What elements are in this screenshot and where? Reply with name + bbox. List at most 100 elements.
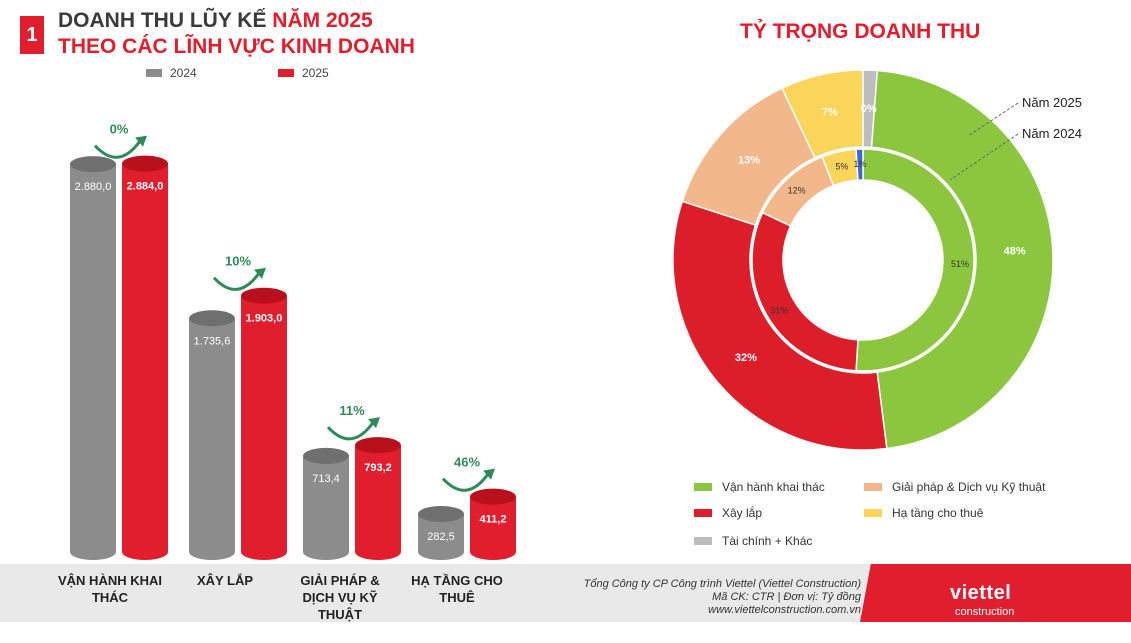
brand-logo-subtext: construction xyxy=(955,606,1015,618)
bar-cap-2025-1 xyxy=(241,287,287,304)
growth-arrow-2 xyxy=(326,420,376,441)
legend-item-2024: 2024 xyxy=(146,66,197,80)
donut-slice-0-3 xyxy=(781,69,864,159)
donut-slice-1-0 xyxy=(855,148,975,372)
data-label-2024-3: 282,5 xyxy=(427,531,455,543)
data-label-2024-0: 2.880,0 xyxy=(75,181,112,193)
donut-label-1-3: 5% xyxy=(835,161,848,171)
legend-swatch-grey xyxy=(694,537,712,545)
legend-label-van-hanh: Vận hành khai thác xyxy=(722,480,825,494)
growth-arrowhead-0 xyxy=(135,135,147,147)
growth-arrow-0 xyxy=(93,138,143,159)
donut-label-0-2: 13% xyxy=(738,154,760,166)
growth-arrowhead-2 xyxy=(368,417,380,429)
bar-cap-2024-1 xyxy=(189,310,235,327)
donut-label-1-4: 1% xyxy=(853,159,866,169)
bar-2025-1 xyxy=(241,295,287,552)
legend-giai-phap: Giải pháp & Dịch vụ Kỹ thuật xyxy=(864,480,1045,494)
category-label-xay-lap: XÂY LẮP xyxy=(196,573,254,588)
data-label-2024-2: 713,4 xyxy=(312,473,340,485)
donut-slice-0-1 xyxy=(672,200,888,451)
bar-cap-2024-2 xyxy=(303,447,349,464)
bar-cap-2025-2 xyxy=(355,437,401,454)
growth-arrow-1 xyxy=(212,270,262,291)
title-line1-red: NĂM 2025 xyxy=(272,9,373,32)
bar-chart: 2.880,0 2.884,0 0% 1.735,6 1.903,0 10% 713,4 79… xyxy=(70,122,516,560)
bar-base-2025-1 xyxy=(241,544,287,560)
title-line1-dark: DOANH THU LŨY KẾ xyxy=(58,9,273,32)
growth-label-2: 11% xyxy=(339,403,365,418)
bar-base-2025-0 xyxy=(122,544,168,560)
donut-label-0-0: 48% xyxy=(1004,245,1026,257)
section-number-badge: 1 xyxy=(20,16,44,54)
bar-cap-2025-3 xyxy=(470,488,516,505)
legend-label-2025: 2025 xyxy=(302,66,329,80)
bar-2024-1 xyxy=(189,318,235,552)
legend-swatch-orange xyxy=(864,483,882,491)
title-line2: THEO CÁC LĨNH VỰC KINH DOANH xyxy=(58,35,415,58)
bar-base-2024-2 xyxy=(303,544,349,560)
growth-label-1: 10% xyxy=(225,254,251,269)
legend-swatch-red xyxy=(694,509,712,517)
legend-van-hanh: Vận hành khai thác xyxy=(694,480,825,494)
bar-cap-2024-0 xyxy=(70,156,116,173)
bar-2025-0 xyxy=(122,163,168,552)
brand-logo-text: viettel xyxy=(950,582,1012,604)
bar-base-2025-3 xyxy=(470,544,516,560)
bar-base-2025-2 xyxy=(355,544,401,560)
page-title: DOANH THU LŨY KẾ NĂM 2025 THEO CÁC LĨNH … xyxy=(58,8,415,60)
footer-company-info: Tổng Công ty CP Công trình Viettel (Viet… xyxy=(584,578,861,617)
data-label-2025-3: 411,2 xyxy=(480,514,507,526)
callout-year-2025: Năm 2025 xyxy=(1022,95,1082,110)
legend-swatch-green xyxy=(694,483,712,491)
donut-slice-1-1 xyxy=(751,211,859,372)
data-label-2024-1: 1.735,6 xyxy=(194,335,231,347)
data-label-2025-0: 2.884,0 xyxy=(127,181,164,193)
growth-arrowhead-1 xyxy=(254,267,266,279)
category-label-van-hanh: VẬN HÀNH KHAI THÁC xyxy=(58,573,162,605)
bar-cap-2024-3 xyxy=(418,505,464,522)
bar-base-2024-0 xyxy=(70,544,116,560)
donut-label-1-1: 31% xyxy=(771,305,789,315)
growth-label-3: 46% xyxy=(454,455,480,470)
legend-swatch-2025 xyxy=(278,69,294,77)
data-label-2025-1: 1.903,0 xyxy=(246,313,283,325)
bar-cap-2025-0 xyxy=(122,155,168,172)
growth-arrowhead-3 xyxy=(483,468,495,480)
footer-website-link[interactable]: www.viettelconstruction.com.vn xyxy=(708,604,861,616)
bar-2024-2 xyxy=(303,455,349,552)
legend-ha-tang: Hạ tầng cho thuê xyxy=(864,506,983,520)
donut-slice-1-3 xyxy=(821,148,859,187)
footer-company-name: Tổng Công ty CP Công trình Viettel (Viet… xyxy=(583,578,861,590)
bar-base-2024-3 xyxy=(418,544,464,560)
brand-banner xyxy=(860,564,1131,622)
legend-xay-lap: Xây lắp xyxy=(694,506,762,520)
donut-label-0-4: 0% xyxy=(861,103,877,115)
legend-label-ha-tang: Hạ tầng cho thuê xyxy=(892,506,984,520)
donut-slice-0-2 xyxy=(681,87,816,227)
bar-2024-0 xyxy=(70,164,116,552)
donut-label-1-2: 12% xyxy=(788,185,806,195)
category-label-ha-tang: HẠ TẦNG CHO THUÊ xyxy=(411,573,503,605)
donut-label-0-1: 32% xyxy=(735,352,757,364)
bar-base-2024-1 xyxy=(189,544,235,560)
callout-line-2025 xyxy=(967,102,1019,137)
legend-label-xay-lap: Xây lắp xyxy=(722,506,763,520)
bar-2025-2 xyxy=(355,445,401,552)
footer-stock-code: Mã CK: CTR | Đơn vị: Tỷ đồng xyxy=(712,591,861,603)
donut-label-1-0: 51% xyxy=(951,259,969,269)
donut-slice-0-4 xyxy=(862,69,879,149)
growth-label-0: 0% xyxy=(110,122,129,137)
growth-arrow-3 xyxy=(441,471,491,492)
callout-year-2024: Năm 2024 xyxy=(1022,126,1082,141)
callout-line-2024 xyxy=(949,133,1019,181)
legend-label-tai-chinh: Tài chính + Khác xyxy=(722,534,813,548)
data-label-2025-2: 793,2 xyxy=(364,462,392,474)
donut-slice-1-4 xyxy=(855,148,864,181)
donut-label-0-3: 7% xyxy=(822,107,838,119)
legend-item-2025: 2025 xyxy=(278,66,329,80)
legend-label-2024: 2024 xyxy=(170,66,197,80)
bar-2025-3 xyxy=(470,496,516,552)
legend-tai-chinh: Tài chính + Khác xyxy=(694,534,812,548)
category-label-giai-phap: GIẢI PHÁP & DỊCH VỤ KỸ THUẬT xyxy=(300,573,380,622)
